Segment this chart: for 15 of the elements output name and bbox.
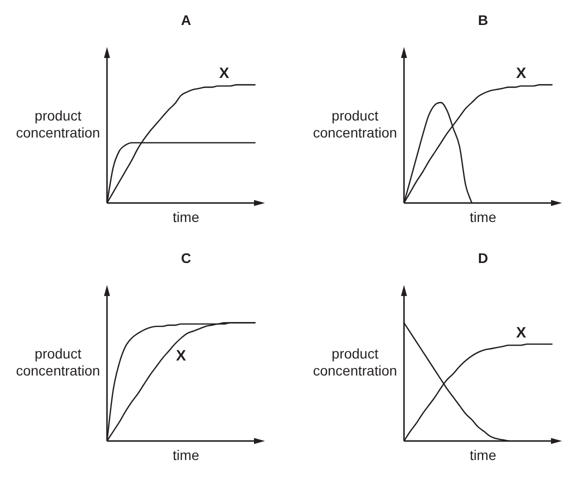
- x-axis-title: time: [470, 208, 496, 225]
- series-label: X: [516, 65, 526, 82]
- series-label: X: [516, 324, 526, 342]
- chart-title: D: [478, 250, 488, 266]
- y-axis-title: product concentration: [312, 345, 398, 378]
- x-axis-title: time: [470, 446, 496, 463]
- y-axis-title: product concentration: [312, 107, 398, 140]
- y-axis-title: product concentration: [16, 345, 100, 378]
- y-axis-title: product concentration: [16, 107, 100, 140]
- x-axis-title: time: [172, 446, 200, 463]
- chart-title: B: [478, 12, 488, 28]
- series-label: X: [219, 65, 230, 82]
- chart-title: A: [180, 12, 192, 28]
- x-axis-title: time: [172, 208, 200, 225]
- chart-title: C: [180, 250, 192, 266]
